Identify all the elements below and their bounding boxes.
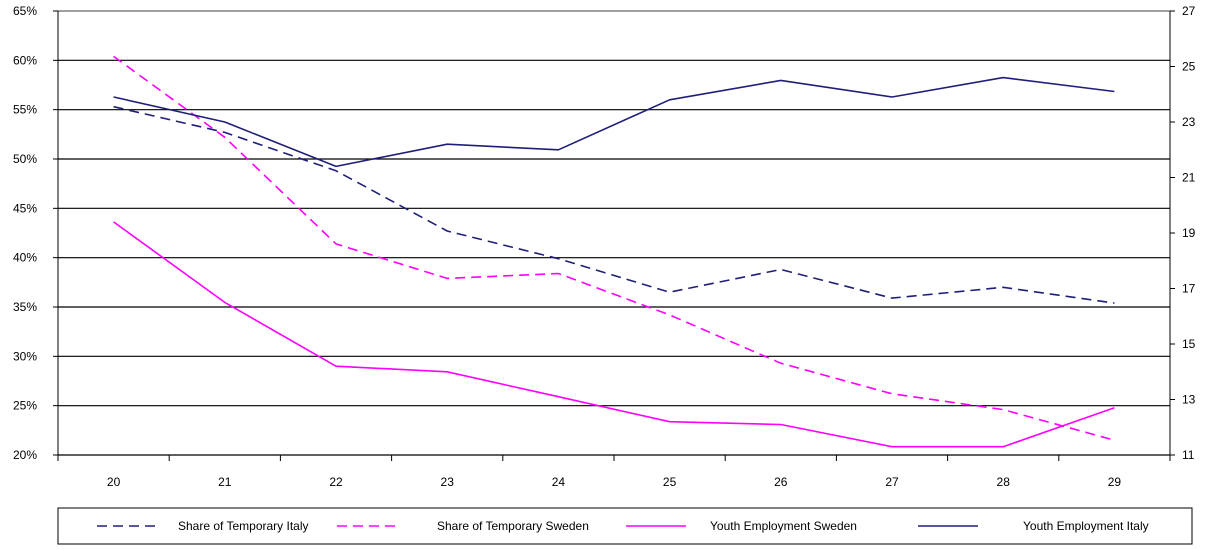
x-axis-tick-label: 28 (997, 475, 1011, 489)
axes: 20% 25% 30% 35% 40% 45% 50% 55% 60% 65% 11 13 15 17 19… (13, 4, 1196, 489)
left-axis-tick-label: 55% (13, 103, 37, 117)
x-axis-tick-label: 20 (107, 475, 121, 489)
right-axis-tick-label: 15 (1182, 337, 1196, 351)
legend-label: Share of Temporary Italy (178, 519, 309, 533)
series-line (113, 76, 1115, 168)
right-axis-tick-label: 11 (1182, 448, 1195, 462)
x-axis-tick-label: 27 (885, 475, 899, 489)
left-axis-tick-label: 35% (13, 300, 37, 314)
x-axis-tick-label: 26 (774, 475, 788, 489)
x-axis-tick-label: 21 (218, 475, 232, 489)
right-axis-tick-label: 19 (1182, 226, 1196, 240)
left-axis-tick-label: 45% (13, 201, 37, 215)
right-axis-tick-label: 13 (1182, 393, 1196, 407)
left-axis-tick-label: 20% (13, 448, 37, 462)
x-axis-tick-label: 23 (441, 475, 455, 489)
gridlines (58, 10, 1170, 456)
legend-label: Youth Employment Sweden (710, 519, 857, 533)
series-line (113, 221, 1115, 448)
left-axis-tick-label: 65% (13, 4, 37, 18)
x-axis-tick-label: 22 (329, 475, 343, 489)
x-axis-tick-label: 24 (552, 475, 566, 489)
legend-box (57, 507, 1193, 545)
legend-label: Share of Temporary Sweden (437, 519, 589, 533)
right-axis-tick-label: 25 (1182, 60, 1196, 74)
right-axis-tick-label: 27 (1182, 4, 1196, 18)
legend: Share of Temporary Italy Share of Tempora… (57, 507, 1193, 545)
series-line (113, 105, 1115, 304)
series-line (113, 55, 1115, 441)
x-axis-tick-label: 25 (663, 475, 677, 489)
right-axis-tick-label: 21 (1182, 171, 1196, 185)
left-axis-tick-label: 60% (13, 53, 37, 67)
left-axis-tick-label: 40% (13, 251, 37, 265)
left-axis-tick-label: 50% (13, 152, 37, 166)
series-lines (113, 55, 1115, 448)
left-axis-tick-label: 25% (13, 399, 37, 413)
legend-label: Youth Employment Italy (1023, 519, 1149, 533)
right-axis-tick-label: 23 (1182, 115, 1196, 129)
right-axis-tick-label: 17 (1182, 282, 1196, 296)
left-axis-tick-label: 30% (13, 349, 37, 363)
x-axis-tick-label: 29 (1108, 475, 1122, 489)
